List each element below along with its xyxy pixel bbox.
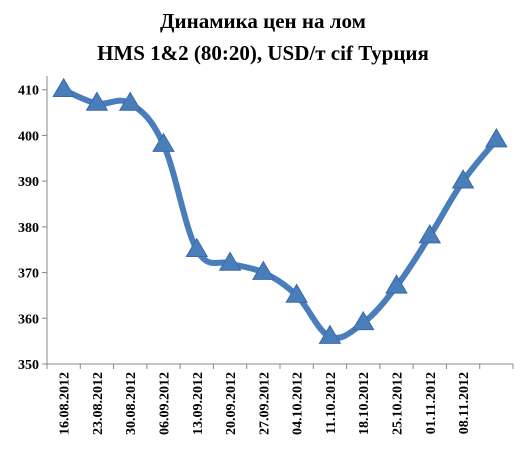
chart-title-line2: HMS 1&2 (80:20), USD/т cif Турция [97, 41, 429, 65]
data-point-marker [385, 274, 408, 294]
data-point-marker [485, 128, 508, 148]
y-tick-label: 370 [18, 267, 39, 282]
x-tick-label: 25.10.2012 [391, 372, 406, 435]
data-point-marker [52, 77, 75, 98]
y-tick-label: 350 [18, 358, 39, 373]
x-tick-label: 06.09.2012 [158, 372, 173, 435]
data-point-marker [351, 310, 375, 331]
y-tick-labels: 350 360 370 380 390 400 410 [18, 84, 39, 373]
x-tick-label: 01.11.2012 [424, 372, 439, 434]
x-tick-label: 20.09.2012 [224, 372, 239, 435]
series-group [52, 77, 508, 344]
y-tick-label: 360 [18, 312, 39, 327]
y-tick-label: 380 [18, 221, 39, 236]
data-point-marker [218, 251, 242, 271]
data-point-marker [118, 91, 142, 111]
x-tick-label: 16.08.2012 [58, 372, 73, 435]
x-tick-labels: 16.08.2012 23.08.2012 30.08.2012 06.09.2012… [58, 372, 472, 435]
data-point-marker [318, 324, 342, 344]
x-tick-label: 30.08.2012 [124, 372, 139, 435]
chart-title-line1: Динамика цен на лом [160, 9, 366, 33]
x-tick-label: 13.09.2012 [191, 372, 206, 435]
data-point-marker [85, 91, 109, 111]
y-tick-label: 390 [18, 175, 39, 190]
x-tick-label: 11.10.2012 [324, 372, 339, 434]
series-line [60, 86, 500, 341]
chart-axes [42, 76, 514, 369]
y-tick-label: 410 [18, 84, 39, 99]
x-tick-label: 18.10.2012 [357, 372, 372, 435]
data-point-marker [285, 283, 308, 303]
x-tick-label: 27.09.2012 [257, 372, 272, 435]
data-point-marker [451, 169, 475, 189]
data-point-marker [418, 224, 442, 244]
x-tick-label: 08.11.2012 [457, 372, 472, 434]
data-point-marker [252, 260, 275, 280]
x-tick-label: 04.10.2012 [291, 372, 306, 435]
data-point-marker [152, 132, 175, 152]
data-point-marker [185, 237, 209, 258]
x-tick-label: 23.08.2012 [91, 372, 106, 435]
y-tick-label: 400 [18, 129, 39, 144]
